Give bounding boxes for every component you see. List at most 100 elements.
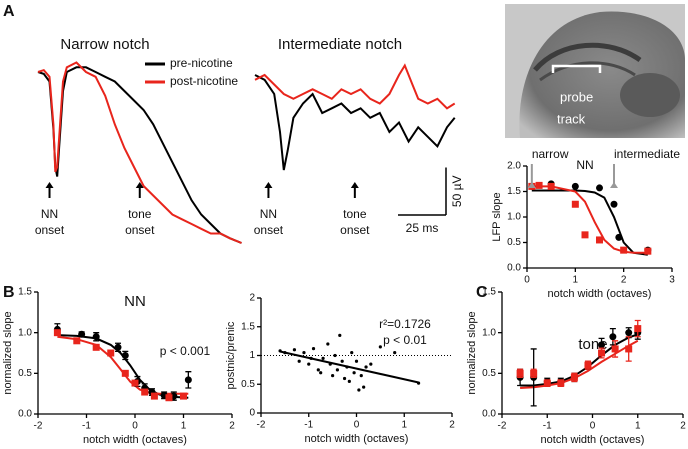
point [92, 343, 100, 351]
point [326, 342, 330, 346]
point [378, 345, 382, 349]
x-tick-label: 1 [635, 421, 641, 432]
point [114, 343, 122, 351]
onset-label: onset [254, 223, 284, 237]
y-tick-label: 0.5 [241, 379, 255, 390]
point [530, 369, 538, 377]
x-tick-label: 0 [590, 421, 596, 432]
point [596, 184, 603, 192]
point [350, 351, 354, 355]
x-axis-label: notch width (octaves) [541, 434, 645, 446]
y-tick-label: 1.5 [482, 287, 496, 298]
point [165, 394, 173, 402]
point [596, 236, 603, 244]
fit-curve [520, 333, 639, 387]
point [311, 347, 316, 351]
x-tick-label: 2 [621, 275, 627, 286]
x-tick-label: 3 [669, 275, 675, 286]
trace [37, 61, 242, 244]
point [644, 247, 652, 255]
x-axis-label: notch width (octaves) [548, 288, 652, 300]
point [328, 362, 332, 366]
point [347, 379, 351, 383]
point [321, 356, 325, 360]
point [335, 368, 339, 372]
y-tick-label: 1.0 [18, 327, 32, 338]
point [610, 200, 618, 208]
point [393, 351, 397, 355]
chart-title: Intermediate notch [278, 36, 402, 53]
x-tick-label: -2 [34, 421, 43, 432]
point [150, 392, 158, 400]
onset-arrow-head [45, 182, 54, 188]
point [581, 231, 589, 239]
y-tick-label: 1 [249, 350, 255, 361]
point [364, 365, 368, 369]
y-tick-label: 1.5 [507, 186, 521, 197]
point [283, 351, 287, 355]
onset-label: onset [125, 223, 155, 237]
point [53, 329, 61, 337]
point [92, 333, 100, 341]
onset-label: NN [41, 207, 58, 221]
y-tick-label: 0.0 [507, 263, 521, 274]
fit-curve [531, 189, 648, 256]
point [141, 388, 149, 396]
x-tick-label: -1 [543, 421, 552, 432]
y-tick-label: 0.5 [18, 368, 32, 379]
y-axis-label: normalized slope [466, 311, 478, 394]
point [309, 356, 313, 360]
panel-label: A [3, 3, 15, 20]
point [73, 337, 81, 345]
y-tick-label: 2.0 [507, 161, 521, 172]
scale-bar-label: 50 µV [450, 175, 464, 207]
point [611, 345, 619, 353]
point [570, 373, 578, 381]
annotation: p < 0.001 [160, 344, 211, 358]
x-tick-label: 1 [401, 420, 407, 431]
y-tick-label: 0.0 [482, 409, 496, 420]
point [598, 349, 606, 357]
point [354, 359, 359, 363]
point [543, 379, 551, 387]
brain-image [505, 4, 685, 138]
point [571, 182, 579, 190]
point [571, 200, 579, 208]
point [615, 233, 623, 241]
point [180, 392, 187, 400]
onset-label: tone [343, 207, 367, 221]
y-axis-label: postnic/prenic [225, 321, 237, 389]
y-tick-label: 0.5 [507, 237, 521, 248]
chart-title: NN [124, 293, 146, 310]
y-tick-label: 1.0 [507, 212, 521, 223]
annotation: NN [576, 158, 593, 172]
point [584, 361, 592, 369]
point [331, 374, 335, 378]
point [516, 369, 524, 377]
onset-label: onset [35, 223, 65, 237]
x-tick-label: 0 [354, 420, 360, 431]
point [302, 351, 306, 355]
point [338, 333, 342, 337]
scale-bar-label: 25 ms [406, 221, 439, 235]
annotation: r²=0.1726 [379, 317, 431, 331]
y-axis-label: LFP slope [491, 192, 503, 241]
legend-label: pre-nicotine [170, 56, 233, 70]
point [131, 379, 139, 387]
onset-arrow-head [135, 182, 144, 188]
point [557, 379, 565, 387]
x-tick-label: -1 [82, 421, 91, 432]
trace [254, 74, 456, 171]
point [107, 349, 115, 357]
y-tick-label: 1.5 [18, 287, 32, 298]
point [297, 359, 301, 363]
point [352, 371, 356, 375]
point [184, 376, 192, 384]
point [362, 385, 366, 389]
fit-curve [531, 185, 648, 254]
annotation-arrow-head [610, 182, 618, 188]
y-tick-label: 0.5 [482, 368, 496, 379]
annotation-arrow-head [527, 182, 536, 188]
point [307, 362, 311, 366]
x-tick-label: 2 [449, 420, 455, 431]
